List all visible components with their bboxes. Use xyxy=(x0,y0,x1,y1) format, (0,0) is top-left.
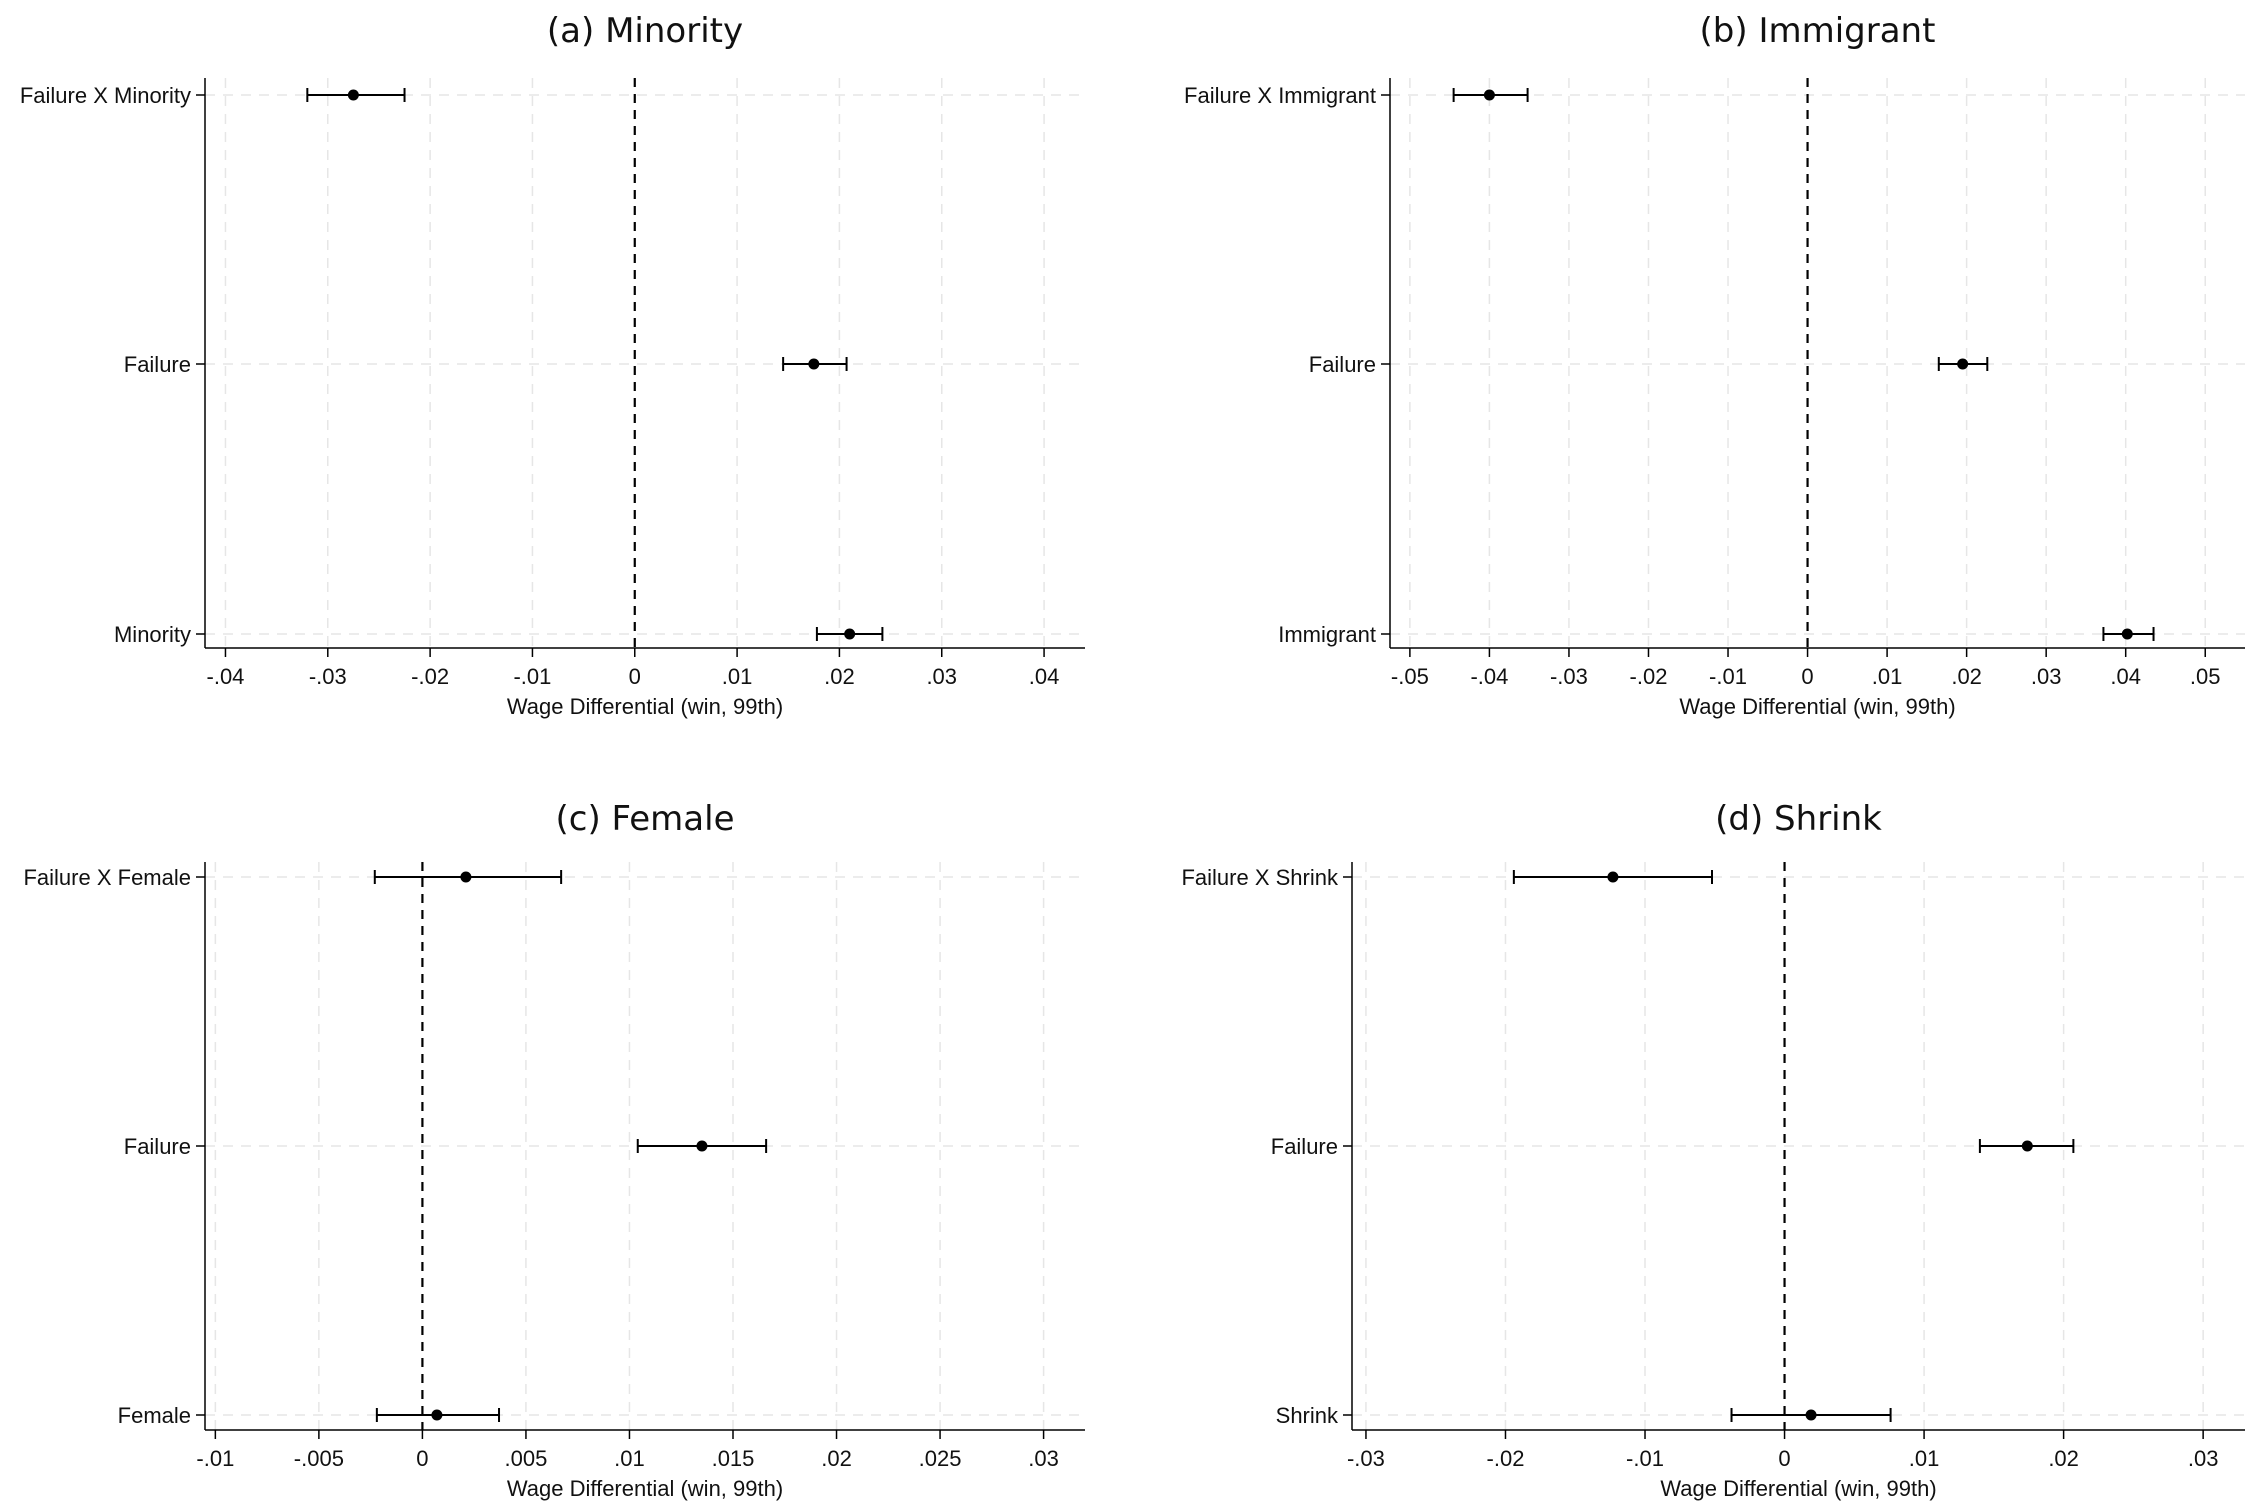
point-estimate xyxy=(460,871,472,883)
x-axis-title: Wage Differential (win, 99th) xyxy=(507,1476,783,1501)
x-tick-label: 0 xyxy=(629,664,641,689)
x-tick-label: .02 xyxy=(821,1446,852,1471)
x-tick-label: 0 xyxy=(1801,664,1813,689)
category-label: Failure xyxy=(124,352,191,377)
x-tick-label: .02 xyxy=(1951,664,1982,689)
x-tick-label: -.05 xyxy=(1391,664,1429,689)
category-label: Failure xyxy=(1271,1134,1338,1159)
x-tick-label: -.04 xyxy=(1470,664,1508,689)
x-tick-label: .01 xyxy=(722,664,753,689)
x-tick-label: .01 xyxy=(1872,664,1903,689)
category-label: Failure X Shrink xyxy=(1181,865,1339,890)
panel-title: (b) Immigrant xyxy=(1700,11,1936,51)
x-tick-label: .01 xyxy=(614,1446,645,1471)
x-tick-label: -.01 xyxy=(1709,664,1747,689)
category-label: Minority xyxy=(114,622,191,647)
point-estimate xyxy=(696,1140,708,1152)
x-tick-label: .03 xyxy=(926,664,957,689)
panel-minority: (a) Minority Wage Differential (win, 99t… xyxy=(20,11,1085,719)
point-estimate xyxy=(431,1409,443,1421)
point-estimate xyxy=(844,628,856,640)
category-label: Immigrant xyxy=(1278,622,1376,647)
panel-title: (d) Shrink xyxy=(1715,799,1882,839)
x-tick-label: .03 xyxy=(1028,1446,1059,1471)
x-tick-label: .02 xyxy=(2048,1446,2079,1471)
x-tick-label: 0 xyxy=(416,1446,428,1471)
x-tick-label: -.03 xyxy=(309,664,347,689)
category-label: Shrink xyxy=(1276,1403,1339,1428)
x-tick-label: -.04 xyxy=(207,664,245,689)
x-tick-label: .03 xyxy=(2031,664,2062,689)
x-tick-label: -.02 xyxy=(1630,664,1668,689)
x-axis-title: Wage Differential (win, 99th) xyxy=(1679,694,1955,719)
category-label: Failure X Female xyxy=(23,865,191,890)
point-estimate xyxy=(808,358,820,370)
x-axis-title: Wage Differential (win, 99th) xyxy=(1660,1476,1936,1501)
x-tick-label: .03 xyxy=(2188,1446,2219,1471)
panel-shrink: (d) Shrink Wage Differential (win, 99th)… xyxy=(1181,799,2245,1501)
x-tick-label: .01 xyxy=(1909,1446,1940,1471)
point-estimate xyxy=(1805,1409,1817,1421)
x-tick-label: .02 xyxy=(824,664,855,689)
x-tick-label: -.02 xyxy=(1487,1446,1525,1471)
point-estimate xyxy=(2121,628,2133,640)
panel-title: (c) Female xyxy=(556,799,735,839)
point-estimate xyxy=(1957,358,1969,370)
category-label: Failure xyxy=(1309,352,1376,377)
x-tick-label: -.01 xyxy=(196,1446,234,1471)
x-tick-label: -.02 xyxy=(411,664,449,689)
x-tick-label: -.03 xyxy=(1347,1446,1385,1471)
category-label: Failure X Minority xyxy=(20,83,191,108)
x-tick-label: -.01 xyxy=(513,664,551,689)
category-label: Female xyxy=(118,1403,191,1428)
x-tick-label: .04 xyxy=(2110,664,2141,689)
point-estimate xyxy=(1607,871,1619,883)
x-tick-label: .025 xyxy=(919,1446,962,1471)
point-estimate xyxy=(1483,89,1495,101)
point-estimate xyxy=(347,89,359,101)
category-label: Failure X Immigrant xyxy=(1184,83,1376,108)
x-tick-label: -.01 xyxy=(1626,1446,1664,1471)
x-axis-title: Wage Differential (win, 99th) xyxy=(507,694,783,719)
panel-immigrant: (b) Immigrant Wage Differential (win, 99… xyxy=(1184,11,2245,719)
x-tick-label: .015 xyxy=(712,1446,755,1471)
x-tick-label: -.03 xyxy=(1550,664,1588,689)
x-tick-label: .005 xyxy=(505,1446,548,1471)
panel-female: (c) Female Wage Differential (win, 99th)… xyxy=(23,799,1085,1501)
panel-title: (a) Minority xyxy=(547,11,743,51)
x-tick-label: -.005 xyxy=(294,1446,344,1471)
x-tick-label: .05 xyxy=(2190,664,2221,689)
x-tick-label: 0 xyxy=(1778,1446,1790,1471)
point-estimate xyxy=(2021,1140,2033,1152)
x-tick-label: .04 xyxy=(1029,664,1060,689)
category-label: Failure xyxy=(124,1134,191,1159)
